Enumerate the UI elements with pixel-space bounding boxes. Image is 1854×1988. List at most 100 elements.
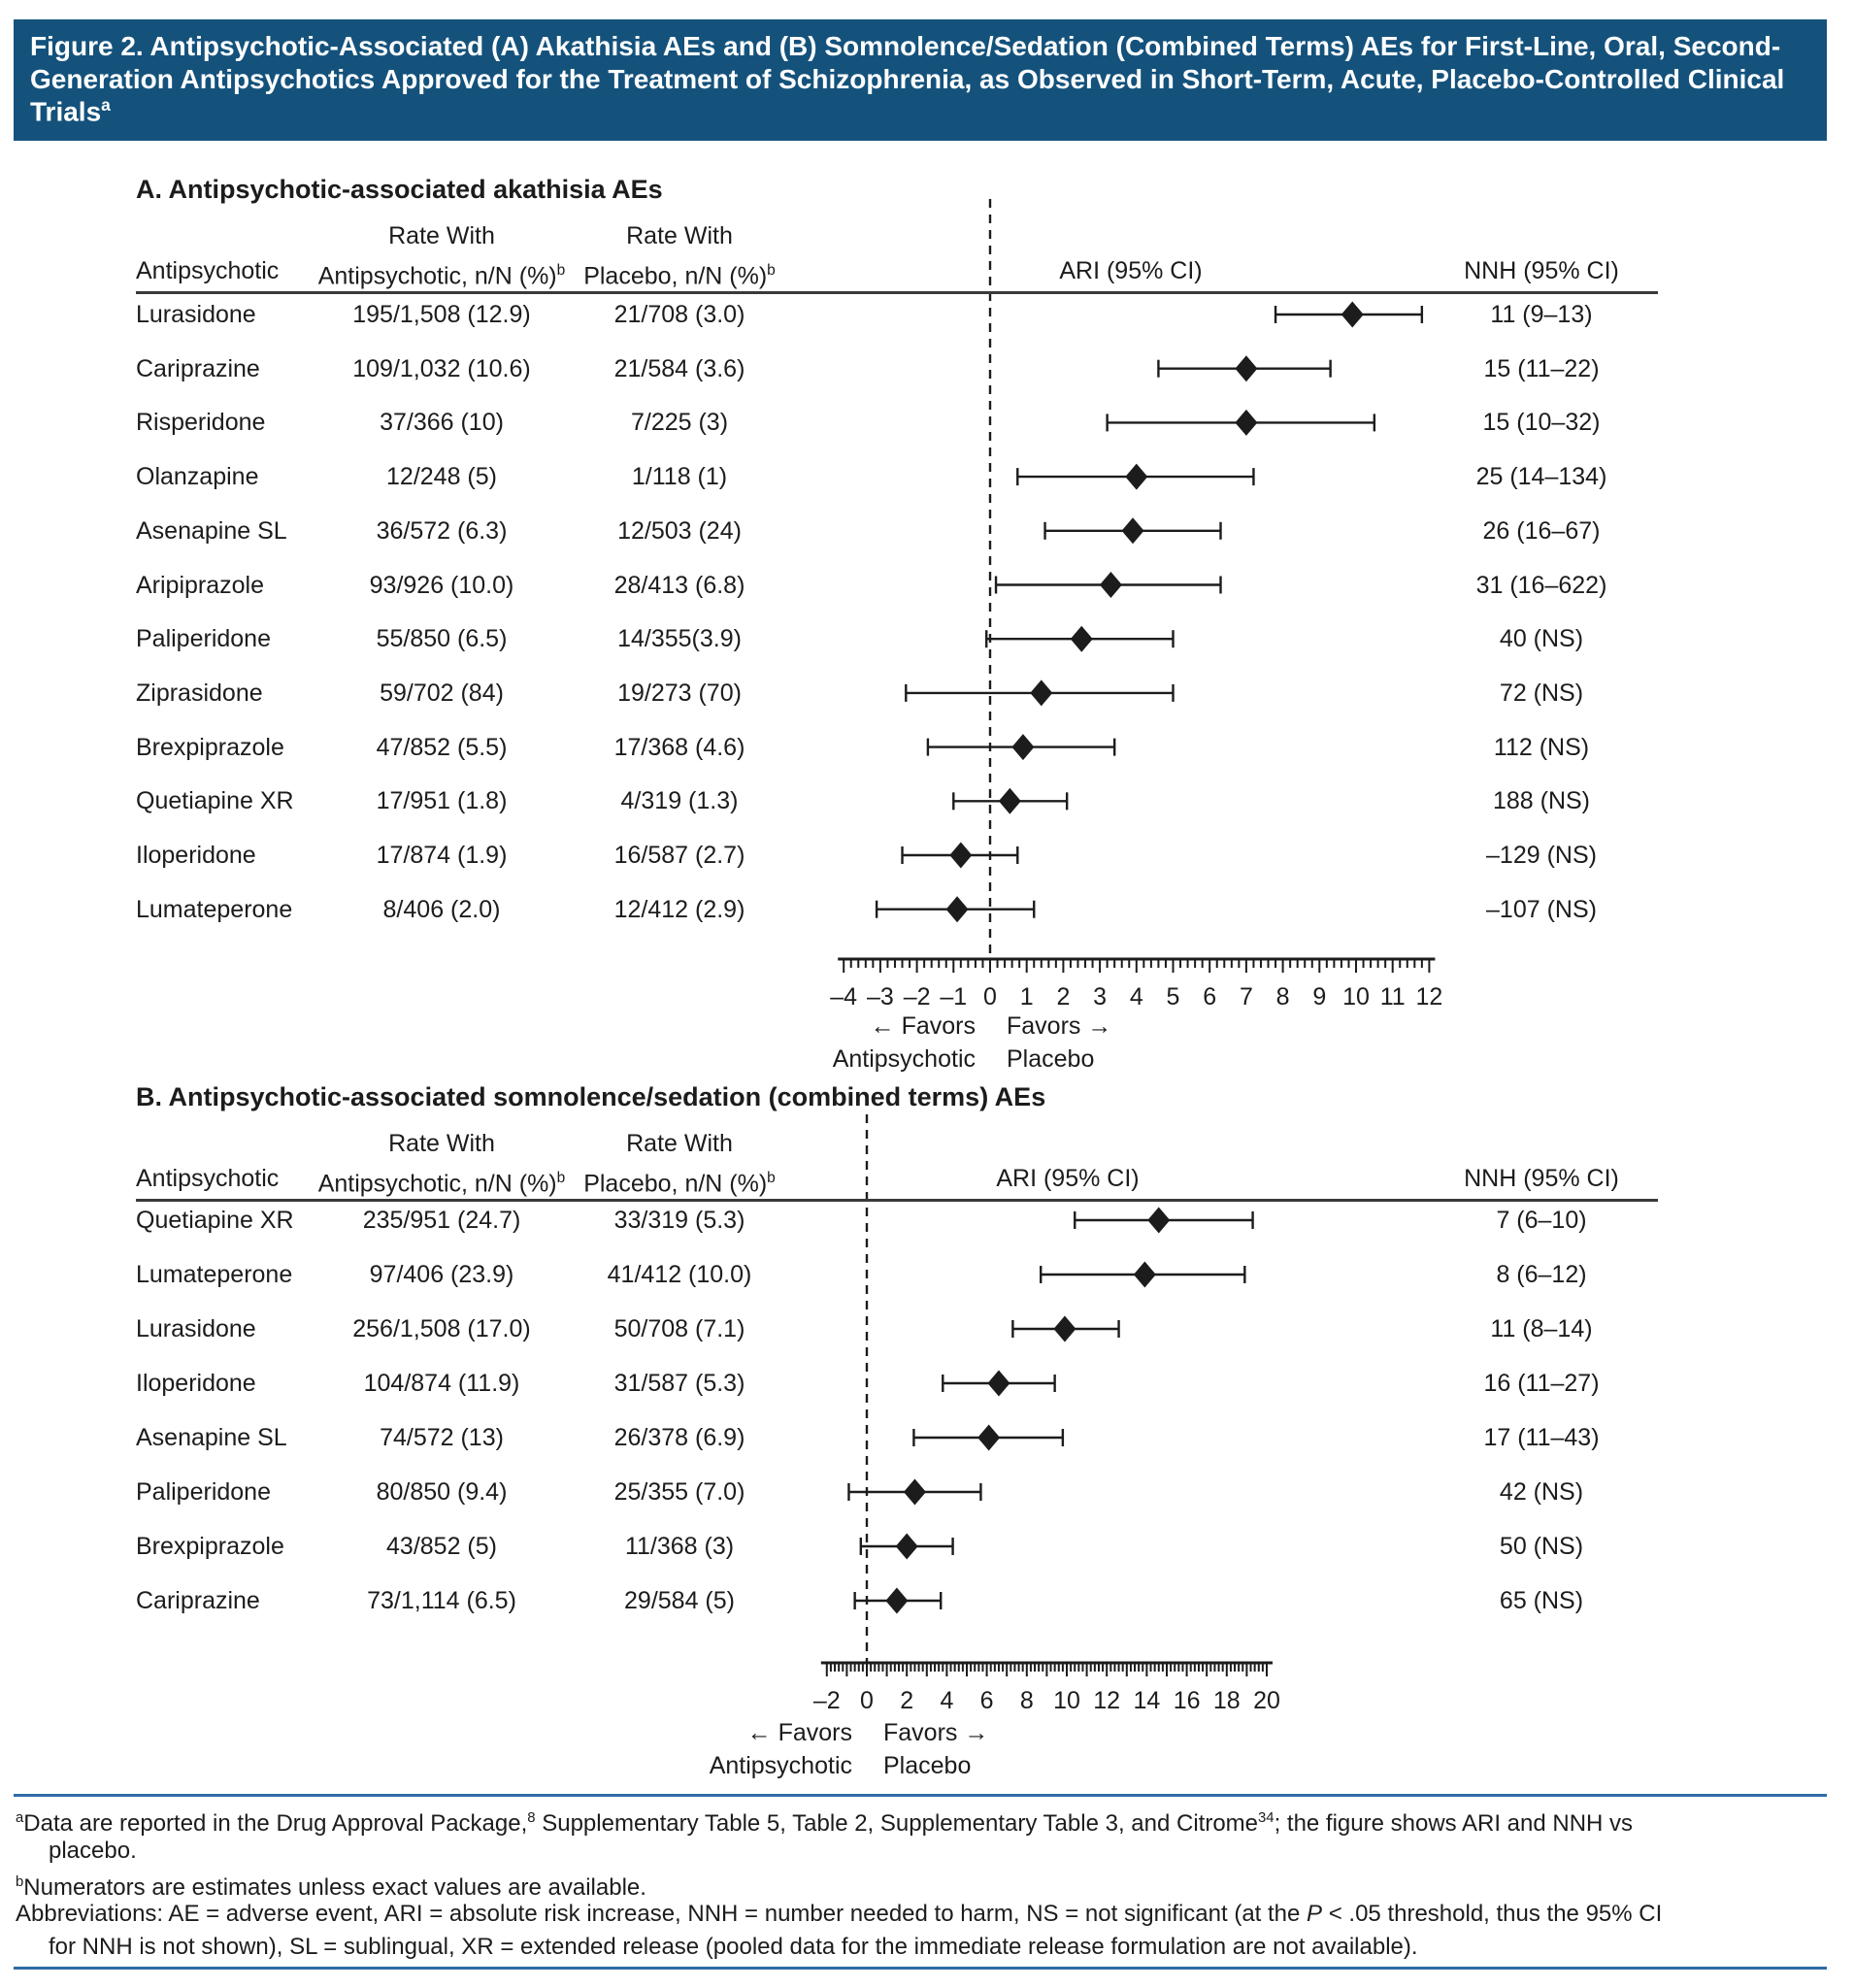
header-rate-placebo-line1: Rate With xyxy=(626,1130,733,1157)
favors-left-arrow-label: ← Favors xyxy=(870,1012,976,1040)
header-rate-placebo-line2: Placebo, n/N (%)b xyxy=(583,1170,776,1198)
nnh-value: 112 (NS) xyxy=(1493,733,1590,761)
nnh-value: –129 (NS) xyxy=(1486,842,1597,869)
rate-antipsychotic: 109/1,032 (10.6) xyxy=(352,354,531,382)
rate-antipsychotic: 93/926 (10.0) xyxy=(369,571,514,599)
header-footnote-marker: b xyxy=(767,1170,776,1186)
point-estimate-diamond xyxy=(1070,625,1093,652)
header-footnote-marker: b xyxy=(556,1170,566,1186)
nnh-value: 40 (NS) xyxy=(1499,625,1584,653)
nnh-value: 16 (11–27) xyxy=(1483,1370,1600,1397)
drug-name: Olanzapine xyxy=(136,463,259,491)
drug-name: Iloperidone xyxy=(136,1370,256,1397)
rate-antipsychotic: 59/702 (84) xyxy=(380,679,504,707)
header-nnh: NNH (95% CI) xyxy=(1464,1165,1619,1192)
nnh-value: 72 (NS) xyxy=(1499,679,1584,707)
rate-placebo: 12/503 (24) xyxy=(617,516,742,545)
nnh-value: 15 (10–32) xyxy=(1482,409,1601,437)
axis-tick-label: 6 xyxy=(980,1687,994,1714)
footnote-text: P xyxy=(1307,1901,1323,1927)
axis-tick-label: 18 xyxy=(1213,1687,1241,1714)
footnote-superscript: a xyxy=(16,1810,24,1826)
nnh-value: 25 (14–134) xyxy=(1475,463,1607,491)
rate-antipsychotic: 97/406 (23.9) xyxy=(369,1261,514,1288)
drug-name: Risperidone xyxy=(136,409,266,437)
axis-tick-label: –3 xyxy=(867,983,894,1011)
nnh-value: 26 (16–67) xyxy=(1482,516,1601,545)
nnh-value: 7 (6–10) xyxy=(1496,1207,1587,1234)
drug-name: Iloperidone xyxy=(136,842,256,869)
footnote-text: Supplementary Table 5, Table 2, Suppleme… xyxy=(535,1810,1259,1837)
rate-antipsychotic: 73/1,114 (6.5) xyxy=(367,1587,516,1614)
footnote-superscript: 34 xyxy=(1258,1810,1275,1826)
header-rate-placebo-line1: Rate With xyxy=(626,222,733,249)
point-estimate-diamond xyxy=(998,787,1021,814)
nnh-value: 188 (NS) xyxy=(1492,787,1591,815)
drug-name: Cariprazine xyxy=(136,1587,260,1614)
nnh-value: 8 (6–12) xyxy=(1496,1261,1587,1288)
header-antipsychotic: Antipsychotic xyxy=(136,1165,280,1192)
axis-tick-label: 20 xyxy=(1253,1687,1280,1714)
header-ari: ARI (95% CI) xyxy=(1059,257,1203,284)
footnote-line: bNumerators are estimates unless exact v… xyxy=(16,1868,646,1903)
nnh-value: 42 (NS) xyxy=(1499,1478,1584,1506)
point-estimate-diamond xyxy=(1053,1315,1076,1342)
point-estimate-diamond xyxy=(977,1424,1001,1451)
axis-tick-label: 0 xyxy=(860,1687,874,1714)
drug-name: Quetiapine XR xyxy=(136,787,294,815)
header-footnote-marker: b xyxy=(767,262,776,279)
rate-placebo: 26/378 (6.9) xyxy=(613,1424,745,1451)
header-antipsychotic: Antipsychotic xyxy=(136,257,280,284)
point-estimate-diamond xyxy=(1011,734,1035,761)
nnh-value: 17 (11–43) xyxy=(1483,1424,1600,1451)
rate-placebo: 41/412 (10.0) xyxy=(607,1261,752,1288)
footnote-line: aData are reported in the Drug Approval … xyxy=(16,1804,1633,1839)
point-estimate-diamond xyxy=(1235,409,1258,436)
drug-name: Lumateperone xyxy=(136,895,293,923)
axis-tick-label: 4 xyxy=(940,1687,953,1714)
panel-b-title: B. Antipsychotic-associated somnolence/s… xyxy=(136,1082,1046,1111)
point-estimate-diamond xyxy=(1147,1207,1171,1234)
point-estimate-diamond xyxy=(1121,517,1144,545)
nnh-value: 50 (NS) xyxy=(1499,1533,1584,1560)
footnote-text: Abbreviations: AE = adverse event, ARI =… xyxy=(16,1901,1308,1927)
header-rate-antipsychotic-line1: Rate With xyxy=(388,222,495,249)
point-estimate-diamond xyxy=(987,1370,1010,1397)
nnh-value: 15 (11–22) xyxy=(1483,354,1600,382)
point-estimate-diamond xyxy=(1235,355,1258,382)
axis-tick-label: 7 xyxy=(1240,983,1253,1011)
rate-placebo: 21/708 (3.0) xyxy=(613,301,745,328)
point-estimate-diamond xyxy=(1125,463,1148,490)
rate-antipsychotic: 74/572 (13) xyxy=(380,1424,504,1451)
footnote-text: Data are reported in the Drug Approval P… xyxy=(23,1810,528,1837)
drug-name: Lurasidone xyxy=(136,1315,256,1342)
rate-placebo: 28/413 (6.8) xyxy=(613,571,745,599)
favors-placebo-label: Placebo xyxy=(1007,1045,1095,1073)
axis-tick-label: 5 xyxy=(1167,983,1180,1011)
nnh-value: 31 (16–622) xyxy=(1475,571,1607,599)
rate-antipsychotic: 80/850 (9.4) xyxy=(376,1478,508,1506)
rate-placebo: 11/368 (3) xyxy=(624,1533,735,1560)
rate-antipsychotic: 256/1,508 (17.0) xyxy=(352,1315,531,1342)
header-footnote-marker: b xyxy=(556,262,566,279)
point-estimate-diamond xyxy=(945,896,969,923)
axis-tick-label: 14 xyxy=(1133,1687,1160,1714)
drug-name: Aripiprazole xyxy=(136,571,265,599)
footnote-line: for NNH is not shown), SL = sublingual, … xyxy=(49,1933,1418,1962)
point-estimate-diamond xyxy=(895,1533,918,1560)
axis-tick-label: 4 xyxy=(1130,983,1143,1011)
axis-tick-label: 12 xyxy=(1415,983,1442,1011)
point-estimate-diamond xyxy=(885,1587,909,1614)
nnh-value: –107 (NS) xyxy=(1486,895,1597,923)
rate-antipsychotic: 36/572 (6.3) xyxy=(376,516,508,545)
header-rule xyxy=(136,1199,1658,1202)
footnote-top-rule xyxy=(14,1794,1827,1797)
axis-tick-label: –2 xyxy=(904,983,931,1011)
forest-plot-b: –2 0 2 4 6 8 10 12 14 16 18 20 xyxy=(813,1114,1280,1714)
rate-placebo: 31/587 (5.3) xyxy=(613,1370,745,1397)
figure-title: Figure 2. Antipsychotic-Associated (A) A… xyxy=(30,31,1785,127)
header-rate-antipsychotic-line2: Antipsychotic, n/N (%)b xyxy=(317,1170,566,1198)
rate-antipsychotic: 104/874 (11.9) xyxy=(363,1370,520,1397)
header-rule xyxy=(136,291,1658,294)
